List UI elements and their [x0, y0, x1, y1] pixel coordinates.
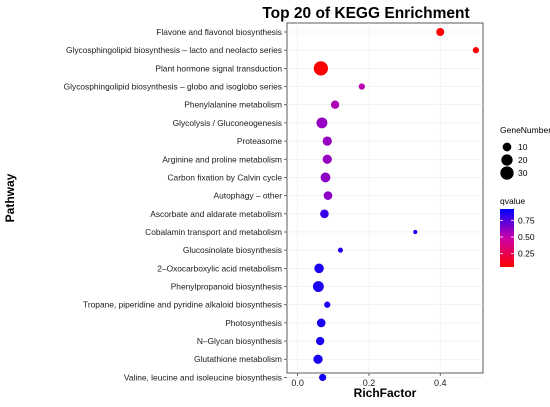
y-tick-label: Photosynthesis — [225, 318, 282, 328]
data-point — [312, 281, 324, 292]
size-legend-label: 20 — [518, 155, 528, 165]
data-points — [312, 28, 480, 382]
color-legend-bar — [500, 209, 514, 267]
data-point — [316, 318, 326, 328]
data-point — [313, 61, 328, 76]
data-point — [315, 336, 325, 346]
data-point — [413, 229, 418, 235]
y-tick-label: N–Glycan biosynthesis — [197, 336, 282, 346]
size-legend-dot — [502, 142, 512, 152]
color-legend-title: qvalue — [500, 196, 525, 206]
y-tick-labels: Flavone and flavonol biosynthesis Glycosp… — [64, 27, 287, 382]
y-axis-label: Pathway — [3, 173, 17, 222]
y-tick-label: 2–Oxocarboxylic acid metabolism — [157, 263, 282, 273]
y-tick-label: Glycosphingolipid biosynthesis – globo a… — [64, 82, 282, 92]
y-tick-label: Autophagy – other — [214, 191, 283, 201]
size-legend: GeneNumber 10 20 30 — [500, 125, 550, 180]
y-tick-label: Proteasome — [237, 136, 282, 146]
y-tick-label: Tropane, piperidine and pyridine alkaloi… — [83, 300, 282, 310]
x-tick-label: 0.4 — [434, 378, 447, 388]
y-tick-label: Cobalamin transport and metabolism — [145, 227, 282, 237]
color-legend-label: 0.50 — [518, 232, 535, 242]
y-tick-label: Phenylpropanoid biosynthesis — [171, 282, 282, 292]
data-point — [322, 136, 332, 146]
size-legend-label: 10 — [518, 142, 528, 152]
y-tick-label: Glucosinolate biosynthesis — [183, 245, 282, 255]
data-point — [330, 100, 340, 109]
size-legend-label: 30 — [518, 168, 528, 178]
data-point — [323, 191, 333, 200]
color-legend-ticks: 0.75 0.50 0.25 — [500, 215, 535, 259]
y-tick-label: Phenylalanine metabolism — [184, 100, 282, 110]
size-legend-dot — [501, 154, 513, 166]
x-axis-label: RichFactor — [354, 386, 417, 400]
size-legend-title: GeneNumber — [500, 125, 550, 135]
x-tick-label: 0.0 — [291, 378, 304, 388]
data-point — [337, 247, 343, 253]
size-legend-dot — [500, 166, 514, 180]
data-point — [324, 301, 331, 308]
data-point — [436, 28, 445, 36]
data-point — [316, 117, 328, 129]
y-tick-label: Ascorbate and aldarate metabolism — [150, 209, 282, 219]
plot-panel — [286, 22, 484, 374]
x-tick-labels: 0.0 0.2 0.4 — [291, 373, 446, 388]
y-tick-label: Flavone and flavonol biosynthesis — [156, 27, 282, 37]
data-point — [320, 172, 331, 183]
chart-title: Top 20 of KEGG Enrichment — [262, 5, 469, 22]
x-tick-label: 0.2 — [363, 378, 376, 388]
data-point — [320, 209, 329, 219]
data-point — [358, 83, 365, 90]
data-point — [319, 373, 327, 382]
y-tick-label: Valine, leucine and isoleucine biosynthe… — [124, 372, 282, 382]
y-tick-label: Glycolysis / Gluconeogenesis — [173, 118, 282, 128]
y-tick-label: Arginine and proline metabolism — [162, 154, 282, 164]
data-point — [322, 154, 332, 164]
y-tick-label: Glutathione metabolism — [194, 354, 282, 364]
data-point — [314, 263, 324, 274]
y-tick-label: Carbon fixation by Calvin cycle — [167, 172, 282, 182]
data-point — [472, 47, 480, 54]
y-tick-label: Glycosphingolipid biosynthesis – lacto a… — [66, 45, 282, 55]
color-legend-label: 0.25 — [518, 249, 535, 259]
data-point — [313, 354, 323, 364]
y-tick-label: Plant hormone signal transduction — [155, 63, 282, 73]
size-legend-items: 10 20 30 — [500, 142, 528, 180]
color-legend: qvalue 0.75 0.50 0.25 — [500, 196, 535, 267]
color-legend-label: 0.75 — [518, 215, 535, 225]
